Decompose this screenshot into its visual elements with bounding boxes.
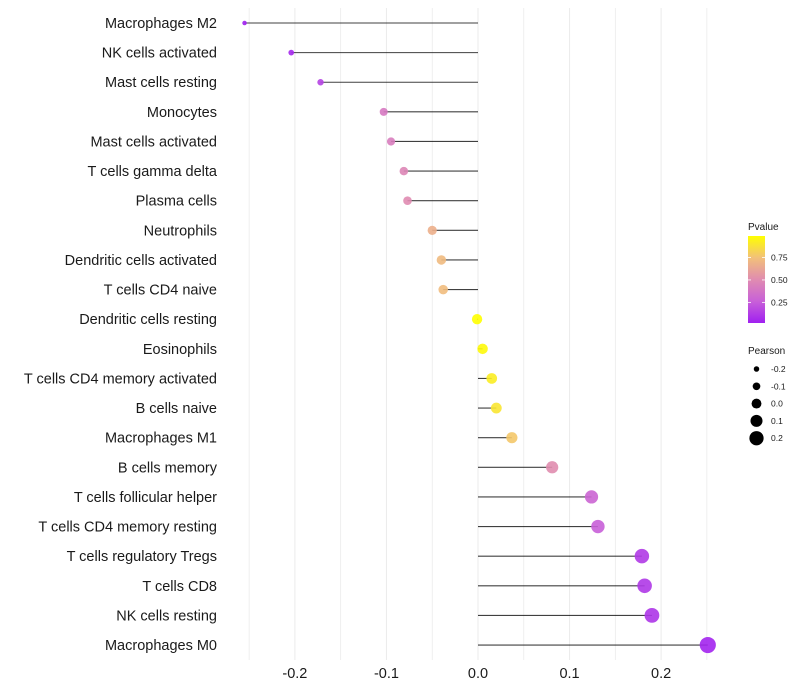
x-tick-label: 0.2 xyxy=(651,666,671,682)
size-legend-dot xyxy=(749,431,764,446)
size-legend-dot xyxy=(753,366,760,372)
y-tick-label: Plasma cells xyxy=(136,194,217,210)
size-legend: Pearson -0.2 -0.1 0.0 0.1 0.2 xyxy=(748,346,786,446)
size-legend-label: -0.1 xyxy=(771,381,786,391)
x-tick-label: 0.1 xyxy=(559,666,579,682)
x-axis-labels: -0.2 -0.1 0.0 0.1 0.2 xyxy=(282,666,671,682)
y-tick-label: T cells follicular helper xyxy=(74,490,217,506)
color-legend-bar xyxy=(748,236,765,323)
x-tick-label: -0.2 xyxy=(282,666,307,682)
lollipop-point xyxy=(486,373,498,384)
lollipop-point xyxy=(637,578,652,594)
gridlines xyxy=(248,8,708,660)
y-tick-label: Dendritic cells activated xyxy=(65,253,217,269)
lollipop-point xyxy=(288,49,295,56)
lollipop-point xyxy=(438,284,448,295)
size-legend-label: -0.2 xyxy=(771,364,786,374)
x-tick-label: -0.1 xyxy=(374,666,399,682)
lollipop-point xyxy=(634,548,650,564)
y-tick-label: Macrophages M0 xyxy=(105,638,217,654)
points xyxy=(242,20,716,654)
lollipop-point xyxy=(242,20,247,26)
color-legend-label: 0.75 xyxy=(771,253,788,263)
y-tick-label: Macrophages M2 xyxy=(105,16,217,32)
y-tick-label: NK cells activated xyxy=(102,46,217,62)
lollipop-point xyxy=(477,343,488,355)
y-tick-label: T cells regulatory Tregs xyxy=(67,549,217,565)
size-legend-dot xyxy=(750,414,763,427)
y-tick-label: B cells memory xyxy=(118,460,218,476)
y-axis-labels: Macrophages M2 NK cells activated Mast cel… xyxy=(24,16,218,654)
lollipop-point xyxy=(644,608,660,623)
lollipop-point xyxy=(506,432,518,444)
lollipop-point xyxy=(379,107,388,116)
lollipop-point xyxy=(427,225,437,235)
y-tick-label: T cells gamma delta xyxy=(88,164,218,180)
y-tick-label: Eosinophils xyxy=(143,342,217,358)
color-legend-label: 0.50 xyxy=(771,275,788,285)
lollipop-point xyxy=(386,137,396,146)
lollipop-point xyxy=(403,196,412,206)
size-legend-title: Pearson xyxy=(748,346,785,357)
size-legend-dot xyxy=(751,398,762,409)
color-legend-label: 0.25 xyxy=(771,297,788,307)
lollipop-point xyxy=(591,519,605,534)
size-legend-items: -0.2 -0.1 0.0 0.1 0.2 xyxy=(749,364,786,446)
lollipop-point xyxy=(546,461,559,474)
y-tick-label: Dendritic cells resting xyxy=(79,312,217,328)
y-tick-label: B cells naive xyxy=(136,401,217,417)
y-tick-label: Mast cells activated xyxy=(90,134,217,150)
lollipop-point xyxy=(317,79,324,86)
y-tick-label: Mast cells resting xyxy=(105,75,217,91)
size-legend-label: 0.1 xyxy=(771,416,783,426)
y-tick-label: NK cells resting xyxy=(116,608,217,624)
lollipop-point xyxy=(490,402,502,414)
y-tick-label: Macrophages M1 xyxy=(105,431,217,447)
lollipop-point xyxy=(584,490,599,504)
y-tick-label: T cells CD4 naive xyxy=(104,283,217,299)
lollipop-point xyxy=(471,314,483,325)
y-tick-label: Neutrophils xyxy=(144,223,217,239)
y-tick-label: T cells CD8 xyxy=(142,579,217,595)
x-tick-label: 0.0 xyxy=(468,666,488,682)
y-tick-label: T cells CD4 memory activated xyxy=(24,371,217,387)
color-legend-title: Pvalue xyxy=(748,222,779,233)
color-legend-ticks: 0.25 0.50 0.75 xyxy=(748,253,788,307)
size-legend-dot xyxy=(752,382,761,391)
lollipop-point xyxy=(699,636,716,654)
lollipop-point xyxy=(399,166,409,176)
size-legend-label: 0.2 xyxy=(771,433,783,443)
y-tick-label: T cells CD4 memory resting xyxy=(38,520,217,536)
color-legend: Pvalue 0.25 0.50 0.75 xyxy=(748,222,788,323)
lollipop-point xyxy=(436,255,447,265)
size-legend-label: 0.0 xyxy=(771,399,783,409)
y-tick-label: Monocytes xyxy=(147,105,217,121)
